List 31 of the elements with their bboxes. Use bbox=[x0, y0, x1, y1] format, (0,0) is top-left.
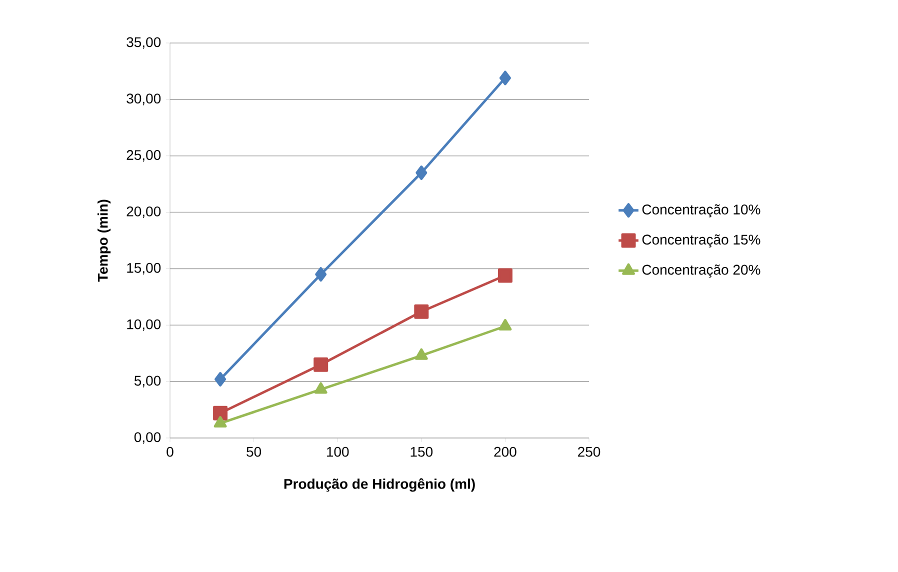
y-tick-label: 25,00 bbox=[126, 150, 161, 162]
point bbox=[214, 372, 226, 387]
point bbox=[499, 70, 511, 86]
legend-label: Concentração 20% bbox=[642, 264, 760, 278]
y-tick-label: 15,00 bbox=[127, 262, 161, 274]
y-tick-label: 30,00 bbox=[126, 94, 161, 106]
point bbox=[315, 267, 327, 282]
point bbox=[314, 382, 328, 394]
point bbox=[414, 348, 428, 360]
y-tick-label: 5,00 bbox=[134, 376, 161, 388]
point bbox=[214, 416, 227, 428]
y-tick-label: 10,00 bbox=[127, 319, 161, 331]
point bbox=[498, 319, 512, 331]
x-tick-label: 50 bbox=[246, 446, 262, 457]
x-axis-title: Produção de Hidrogênio (ml) bbox=[284, 478, 475, 492]
y-tick-label: 20,00 bbox=[126, 206, 161, 218]
point bbox=[416, 166, 428, 180]
x-tick-label: 100 bbox=[326, 446, 349, 457]
legend-label: Concentração 15% bbox=[642, 234, 760, 248]
x-tick-label: 150 bbox=[410, 446, 433, 457]
point bbox=[414, 304, 429, 319]
y-tick-label: 0,00 bbox=[134, 432, 161, 444]
point bbox=[213, 406, 228, 420]
y-tick-label: 35,00 bbox=[126, 37, 161, 49]
point bbox=[314, 357, 328, 372]
point bbox=[498, 268, 512, 283]
x-tick-label: 0 bbox=[166, 446, 174, 457]
x-tick-label: 250 bbox=[578, 446, 600, 457]
legend-label: Concentração 10% bbox=[642, 204, 760, 218]
x-tick-label: 200 bbox=[494, 446, 516, 457]
y-axis-title: Tempo (min) bbox=[98, 200, 111, 282]
